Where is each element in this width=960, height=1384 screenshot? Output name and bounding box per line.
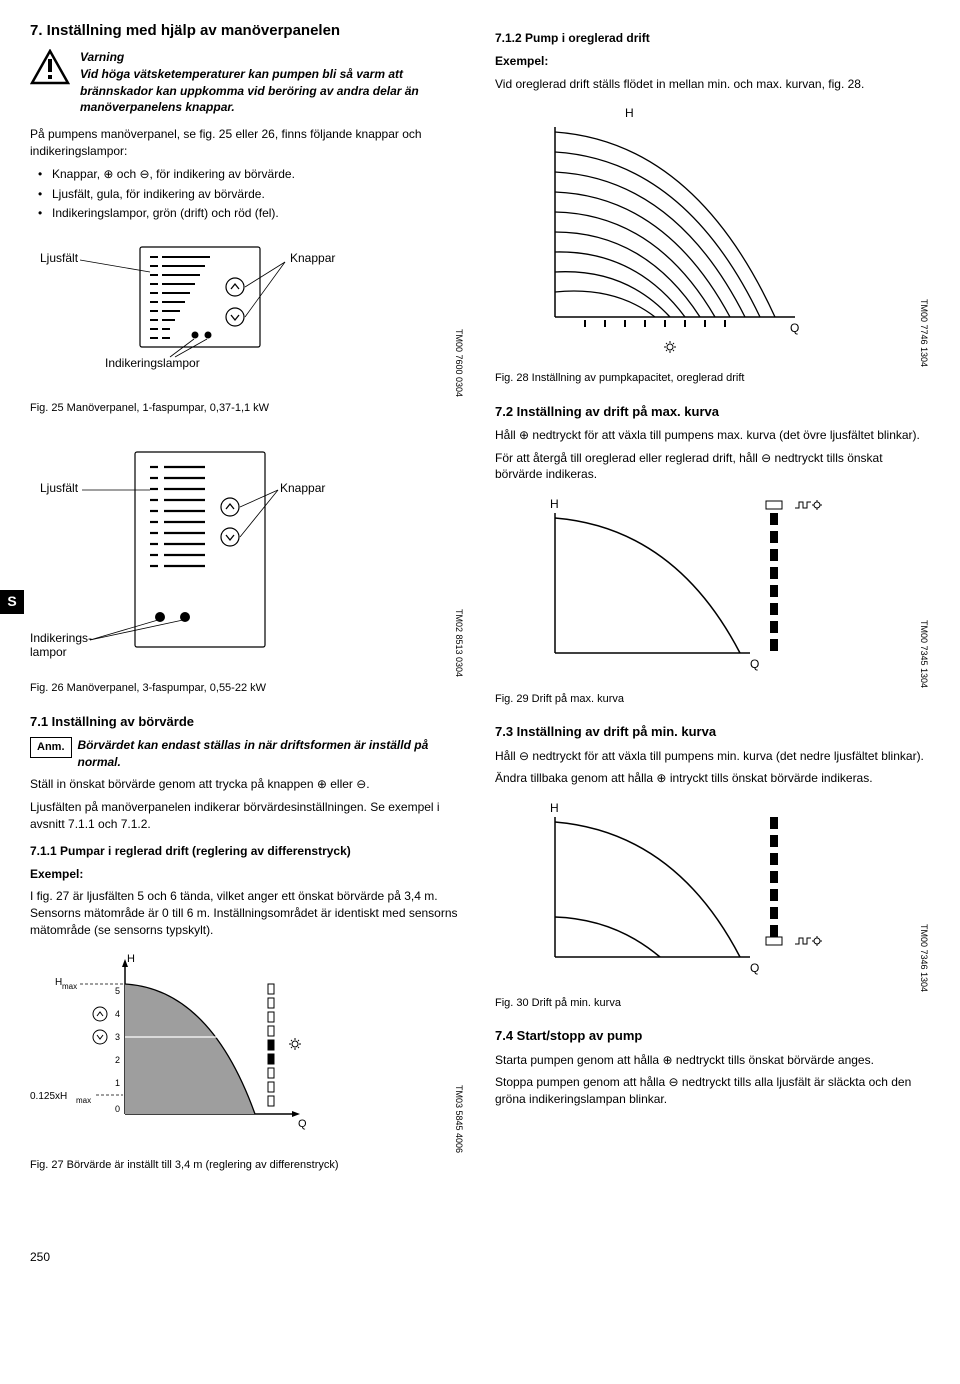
warning-title: Varning <box>80 49 465 66</box>
intro-p: På pumpens manöverpanel, se fig. 25 elle… <box>30 126 465 160</box>
side-tab: S <box>0 590 24 614</box>
page-number: 250 <box>30 1249 930 1266</box>
fig26-caption: Fig. 26 Manöverpanel, 3-faspumpar, 0,55-… <box>30 681 465 696</box>
svg-text:0: 0 <box>115 1104 120 1114</box>
s711-ex: Exempel: <box>30 867 83 881</box>
left-column: 7. Inställning med hjälp av manöverpanel… <box>30 20 465 1189</box>
s73-p1: Håll ⊖ nedtryckt för att växla till pump… <box>495 748 930 765</box>
fig27-caption: Fig. 27 Börvärde är inställt till 3,4 m … <box>30 1158 465 1173</box>
s73-heading: 7.3 Inställning av drift på min. kurva <box>495 723 930 741</box>
svg-text:5: 5 <box>115 986 120 996</box>
s72-p2: För att återgå till oreglerad eller regl… <box>495 450 930 484</box>
svg-text:H: H <box>550 801 559 815</box>
svg-text:lampor: lampor <box>30 645 67 659</box>
fig25-label-knappar: Knappar <box>290 251 335 265</box>
fig29-code: TM00 7345 1304 <box>917 620 930 688</box>
svg-text:H: H <box>625 106 634 120</box>
s74-p1: Starta pumpen genom att hålla ⊕ nedtryck… <box>495 1052 930 1069</box>
s711-heading: 7.1.1 Pumpar i reglerad drift (reglering… <box>30 843 465 860</box>
s712-ex: Exempel: <box>495 54 548 68</box>
s71-p1: Ställ in önskat börvärde genom att tryck… <box>30 776 465 793</box>
right-column: 7.1.2 Pump i oreglerad drift Exempel: Vi… <box>495 20 930 1189</box>
bullet-item: Knappar, ⊕ och ⊖, för indikering av börv… <box>42 166 465 183</box>
fig30-code: TM00 7346 1304 <box>917 924 930 992</box>
fig29-caption: Fig. 29 Drift på max. kurva <box>495 692 930 707</box>
fig30-caption: Fig. 30 Drift på min. kurva <box>495 996 930 1011</box>
s711-p: I fig. 27 är ljusfälten 5 och 6 tända, v… <box>30 888 465 938</box>
svg-text:1: 1 <box>115 1078 120 1088</box>
anm-text: Börvärdet kan endast ställas in när drif… <box>78 737 466 771</box>
anm-label: Anm. <box>30 737 72 758</box>
s712-p: Vid oreglerad drift ställs flödet in mel… <box>495 76 930 93</box>
s712-heading: 7.1.2 Pump i oreglerad drift <box>495 30 930 47</box>
fig28: H <box>495 102 930 386</box>
fig25-code: TM00 7600 0304 <box>452 329 465 397</box>
fig25-label-ljusfalt: Ljusfält <box>40 251 79 265</box>
bullet-list: Knappar, ⊕ och ⊖, för indikering av börv… <box>30 166 465 222</box>
fig30: H Q <box>495 797 930 1011</box>
svg-text:H: H <box>127 953 135 965</box>
bullet-item: Ljusfält, gula, för indikering av börvär… <box>42 186 465 203</box>
s72-heading: 7.2 Inställning av drift på max. kurva <box>495 403 930 421</box>
fig26-code: TM02 8513 0304 <box>452 609 465 677</box>
s72-p1: Håll ⊕ nedtryckt för att växla till pump… <box>495 427 930 444</box>
svg-text:2: 2 <box>115 1055 120 1065</box>
warning-box: Varning Vid höga vätsketemperaturer kan … <box>30 49 465 116</box>
s74-p2: Stoppa pumpen genom att hålla ⊖ nedtryck… <box>495 1074 930 1108</box>
svg-text:4: 4 <box>115 1009 120 1019</box>
svg-text:Ljusfält: Ljusfält <box>40 481 79 495</box>
fig29: H Q <box>495 493 930 707</box>
s71-heading: 7.1 Inställning av börvärde <box>30 713 465 731</box>
section-7-heading: 7. Inställning med hjälp av manöverpanel… <box>30 20 465 41</box>
fig25-label-lamps: Indikeringslampor <box>105 356 200 370</box>
fig27: H Q Hmax 0.125xHmax 5 4 3 2 1 0 <box>30 949 465 1173</box>
fig28-code: TM00 7746 1304 <box>917 299 930 367</box>
svg-text:Q: Q <box>298 1118 307 1130</box>
svg-text:Knappar: Knappar <box>280 481 325 495</box>
warning-icon <box>30 49 70 90</box>
fig27-code: TM03 5845 4006 <box>452 1085 465 1153</box>
bullet-item: Indikeringslampor, grön (drift) och röd … <box>42 205 465 222</box>
fig28-caption: Fig. 28 Inställning av pumpkapacitet, or… <box>495 371 930 386</box>
svg-text:Q: Q <box>790 321 799 335</box>
warning-text: Vid höga vätsketemperaturer kan pumpen b… <box>80 66 465 116</box>
s73-p2: Ändra tillbaka genom att hålla ⊕ intryck… <box>495 770 930 787</box>
s71-p2: Ljusfälten på manöverpanelen indikerar b… <box>30 799 465 833</box>
fig25-caption: Fig. 25 Manöverpanel, 1-faspumpar, 0,37-… <box>30 401 465 416</box>
fig25: Ljusfält Knappar <box>30 232 465 416</box>
svg-text:Q: Q <box>750 657 759 671</box>
svg-text:Indikerings-: Indikerings- <box>30 631 92 645</box>
svg-text:0.125xH: 0.125xH <box>30 1091 67 1102</box>
svg-text:Q: Q <box>750 961 759 975</box>
svg-text:H: H <box>550 497 559 511</box>
svg-text:max: max <box>76 1096 91 1105</box>
svg-text:3: 3 <box>115 1032 120 1042</box>
s74-heading: 7.4 Start/stopp av pump <box>495 1027 930 1045</box>
fig26: Ljusfält Knappar <box>30 432 465 696</box>
svg-text:max: max <box>62 982 77 991</box>
